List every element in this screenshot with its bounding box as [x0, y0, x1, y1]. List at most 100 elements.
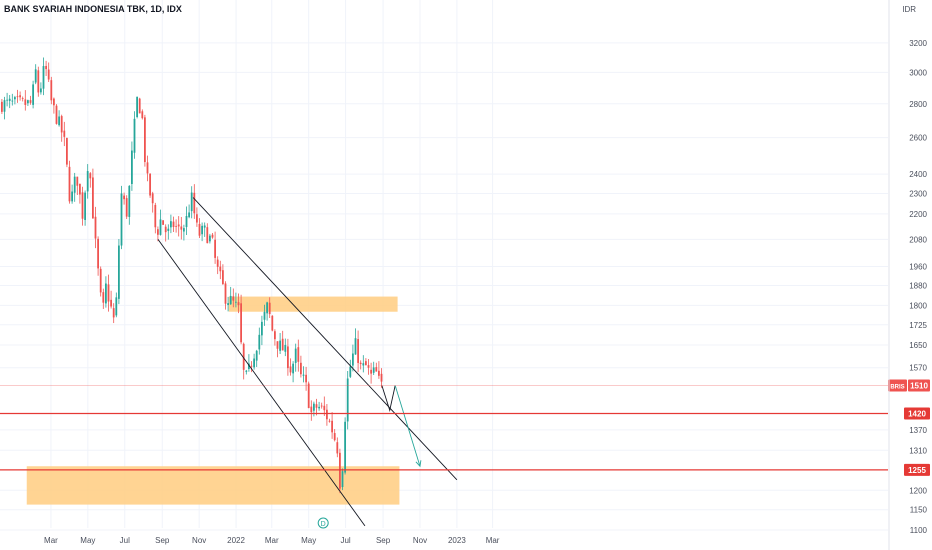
candle	[21, 96, 24, 102]
candle-body	[71, 191, 73, 202]
levels: 1420 1255 BRIS 1510	[0, 379, 930, 476]
x-tick-label: 2022	[227, 536, 245, 545]
candle-body	[55, 105, 58, 124]
candle	[237, 293, 240, 314]
candle	[378, 361, 380, 379]
candle	[19, 91, 21, 101]
candle	[105, 276, 107, 308]
candle-body	[352, 353, 354, 366]
level-tag-label: 1420	[908, 410, 926, 419]
candle-body	[271, 315, 274, 331]
candle	[372, 361, 375, 376]
candle-body	[170, 221, 172, 228]
candle-body	[214, 239, 216, 258]
candle-body	[97, 238, 99, 269]
candle-body	[73, 176, 76, 193]
candle	[253, 353, 255, 370]
drawings: D	[157, 197, 458, 529]
candle	[107, 274, 110, 312]
candle-body	[346, 378, 349, 422]
x-tick-label: Mar	[265, 536, 279, 545]
candle-body	[84, 192, 86, 220]
x-tick-label: Mar	[486, 536, 500, 545]
y-tick-label: 2200	[909, 210, 927, 219]
x-tick-label: Sep	[376, 536, 391, 545]
candle	[287, 338, 289, 376]
candle-body	[354, 338, 357, 355]
candle	[336, 437, 339, 458]
candle-body	[133, 118, 136, 153]
candle	[162, 220, 164, 225]
candle-body	[245, 370, 248, 372]
candle	[175, 219, 177, 233]
candle-body	[177, 224, 180, 227]
candle	[235, 292, 237, 308]
candle-body	[138, 98, 141, 114]
candle	[289, 358, 292, 376]
candle	[196, 207, 198, 227]
candle-body	[136, 96, 138, 118]
candle	[76, 176, 79, 195]
candle	[297, 339, 300, 372]
candle-body	[151, 193, 154, 204]
candle	[149, 173, 151, 198]
candle-body	[149, 173, 151, 196]
candle-body	[27, 100, 29, 104]
candle	[27, 99, 29, 106]
candle	[136, 96, 138, 119]
candle-body	[188, 212, 190, 218]
candle-body	[154, 204, 157, 228]
x-tick-label: 2023	[448, 536, 466, 545]
candle	[354, 328, 357, 355]
candle-body	[284, 344, 287, 352]
candle-body	[323, 405, 326, 411]
y-tick-label: 3200	[909, 39, 927, 48]
candle	[37, 66, 40, 97]
candle	[216, 256, 219, 275]
candle	[73, 172, 76, 202]
candle-body	[209, 235, 211, 242]
candle-body	[190, 192, 193, 212]
candle-body	[164, 226, 167, 233]
candle	[359, 360, 362, 370]
supply-demand-zone-2	[26, 466, 400, 505]
candle-body	[172, 221, 175, 227]
candle	[367, 358, 370, 375]
y-tick-label: 1310	[909, 446, 927, 455]
candle	[84, 190, 86, 226]
candle-body	[32, 84, 34, 105]
candle-body	[219, 266, 222, 272]
candle-body	[287, 346, 289, 369]
x-tick-label: Jul	[340, 536, 350, 545]
candle-body	[183, 228, 185, 232]
candle	[128, 185, 131, 225]
candle-body	[367, 365, 370, 368]
candle	[14, 95, 16, 105]
candle	[370, 362, 372, 384]
y-tick-label: 1150	[910, 506, 928, 515]
candle	[144, 114, 146, 167]
symbol-tag-label: BRIS	[890, 384, 904, 390]
candle	[47, 62, 50, 83]
candle	[190, 186, 193, 219]
candle-body	[357, 339, 359, 363]
candle-body	[21, 98, 24, 99]
candle	[305, 366, 307, 391]
candle-body	[128, 185, 131, 217]
last-price-label: 1510	[910, 381, 928, 390]
candle-body	[193, 192, 196, 214]
candle	[99, 266, 102, 297]
candle-body	[203, 225, 206, 228]
candle	[229, 286, 232, 305]
y-tick-label: 2080	[909, 235, 927, 244]
dividend-marker-icon	[317, 517, 329, 529]
candle	[263, 304, 266, 326]
candle	[313, 401, 315, 417]
candle-body	[362, 363, 365, 366]
candle	[118, 238, 120, 305]
candle-body	[99, 268, 102, 293]
candle-body	[341, 471, 344, 488]
y-tick-label: 1725	[909, 321, 927, 330]
